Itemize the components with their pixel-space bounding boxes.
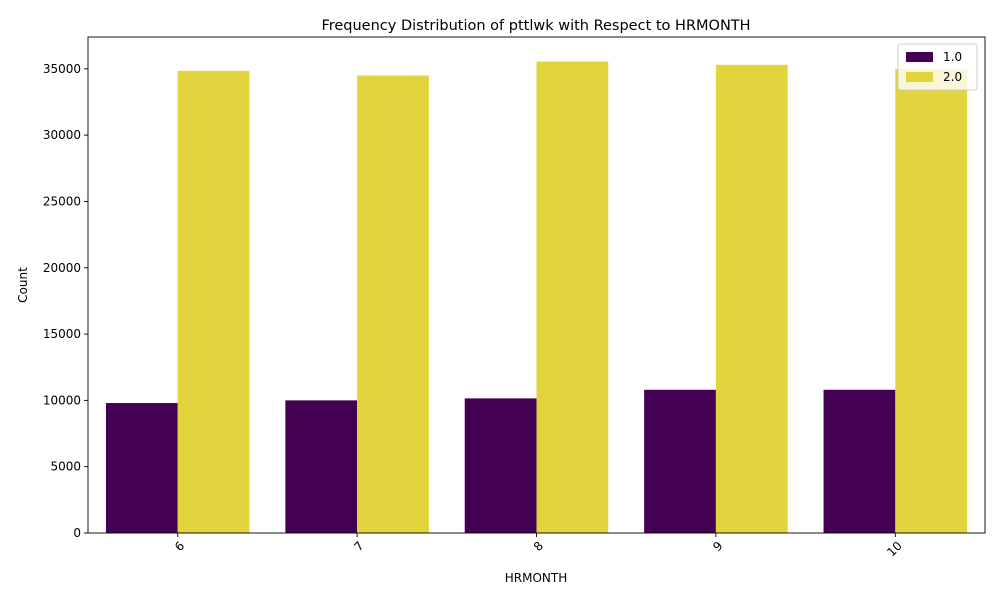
y-axis: 0 5000 10000 15000 20000 25000 30000 35000 [43, 62, 88, 540]
y-axis-title: Count [16, 267, 30, 303]
x-tick-label: 7 [351, 539, 366, 554]
y-tick-label: 15000 [43, 327, 81, 341]
bar-series-1.0-month-9 [644, 389, 716, 533]
x-axis: 6 7 8 9 10 [172, 533, 905, 559]
legend-swatch-2.0 [906, 72, 933, 82]
legend-label-2.0: 2.0 [943, 70, 962, 84]
x-tick-label: 10 [884, 539, 905, 560]
bar-series-2.0-month-10 [895, 68, 968, 533]
bar-series-2.0-month-8 [536, 61, 609, 533]
bar-series-1.0-month-7 [285, 400, 358, 533]
x-axis-title: HRMONTH [505, 571, 568, 585]
legend-swatch-1.0 [906, 52, 933, 62]
chart-title: Frequency Distribution of pttlwk with Re… [321, 18, 750, 34]
bars-layer [105, 61, 968, 534]
bar-series-2.0-month-9 [715, 64, 788, 533]
bar-series-1.0-month-8 [464, 398, 537, 533]
y-tick-label: 30000 [43, 128, 81, 142]
legend: 1.02.0 [897, 43, 978, 91]
y-tick-label: 0 [73, 526, 81, 540]
y-tick-label: 20000 [43, 261, 81, 275]
x-tick-label: 9 [710, 539, 725, 554]
y-tick-label: 10000 [43, 393, 81, 407]
x-tick-label: 6 [172, 539, 187, 554]
y-tick-label: 25000 [43, 194, 81, 208]
bar-series-1.0-month-10 [823, 389, 896, 533]
bar-series-2.0-month-7 [357, 75, 429, 533]
y-tick-label: 35000 [43, 62, 81, 76]
legend-frame [897, 43, 978, 91]
x-tick-label: 8 [531, 539, 546, 554]
y-tick-label: 5000 [50, 460, 81, 474]
bar-series-2.0-month-6 [177, 70, 250, 534]
bar-series-1.0-month-6 [105, 403, 178, 533]
legend-label-1.0: 1.0 [943, 50, 962, 64]
